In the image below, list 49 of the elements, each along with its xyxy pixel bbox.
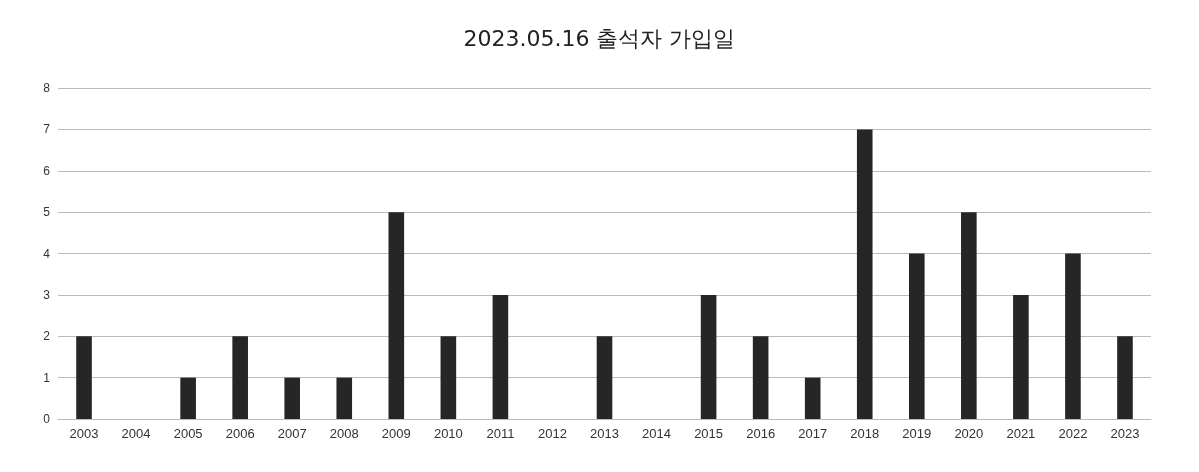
bar xyxy=(232,336,248,419)
bar xyxy=(596,336,613,419)
bar xyxy=(1013,294,1029,419)
x-tick-label: 2013 xyxy=(590,426,619,441)
x-tick-label: 2012 xyxy=(537,426,567,441)
x-tick-label: 2018 xyxy=(850,426,880,441)
x-tick-label: 2015 xyxy=(694,426,724,441)
y-tick-label: 4 xyxy=(43,246,51,261)
bar xyxy=(700,294,717,419)
bar xyxy=(804,377,821,419)
bar xyxy=(336,377,353,419)
bar xyxy=(180,377,196,419)
bar xyxy=(961,212,977,419)
bar xyxy=(1117,336,1133,419)
x-tick-label: 2017 xyxy=(798,426,828,441)
x-tick-label: 2023 xyxy=(1110,426,1140,441)
x-tick-label: 2007 xyxy=(277,426,307,441)
x-tick-label: 2004 xyxy=(121,426,151,441)
bar xyxy=(76,336,92,419)
x-tick-label: 2016 xyxy=(746,426,776,441)
x-tick-label: 2019 xyxy=(902,426,932,441)
x-tick-label: 2005 xyxy=(173,426,203,441)
y-tick-label: 0 xyxy=(43,412,51,426)
x-tick-label: 2008 xyxy=(329,426,359,441)
y-tick-label: 3 xyxy=(43,287,51,302)
bar xyxy=(856,129,873,419)
x-tick-label: 2009 xyxy=(381,426,411,441)
y-tick-label: 1 xyxy=(43,370,51,385)
bar xyxy=(284,377,301,419)
bar xyxy=(492,294,509,419)
x-tick-label: 2003 xyxy=(69,426,99,441)
bar xyxy=(752,336,769,419)
y-tick-label: 2 xyxy=(43,329,51,344)
bar xyxy=(1065,253,1081,419)
x-tick-label: 2022 xyxy=(1058,426,1088,441)
x-tick-label: 2010 xyxy=(433,426,463,441)
y-tick-label: 6 xyxy=(43,163,51,178)
x-tick-label: 2014 xyxy=(642,426,672,441)
x-tick-label: 2006 xyxy=(225,426,255,441)
bar xyxy=(440,336,457,419)
x-tick-label: 2011 xyxy=(486,426,515,441)
y-tick-label: 7 xyxy=(43,122,51,137)
bar xyxy=(388,212,405,419)
y-tick-label: 8 xyxy=(43,81,51,95)
x-tick-label: 2021 xyxy=(1006,426,1036,441)
chart-title: 2023.05.16 출석자 가입일 xyxy=(463,25,736,51)
y-tick-label: 5 xyxy=(43,205,51,220)
bar xyxy=(908,253,925,419)
x-tick-label: 2020 xyxy=(954,426,984,441)
